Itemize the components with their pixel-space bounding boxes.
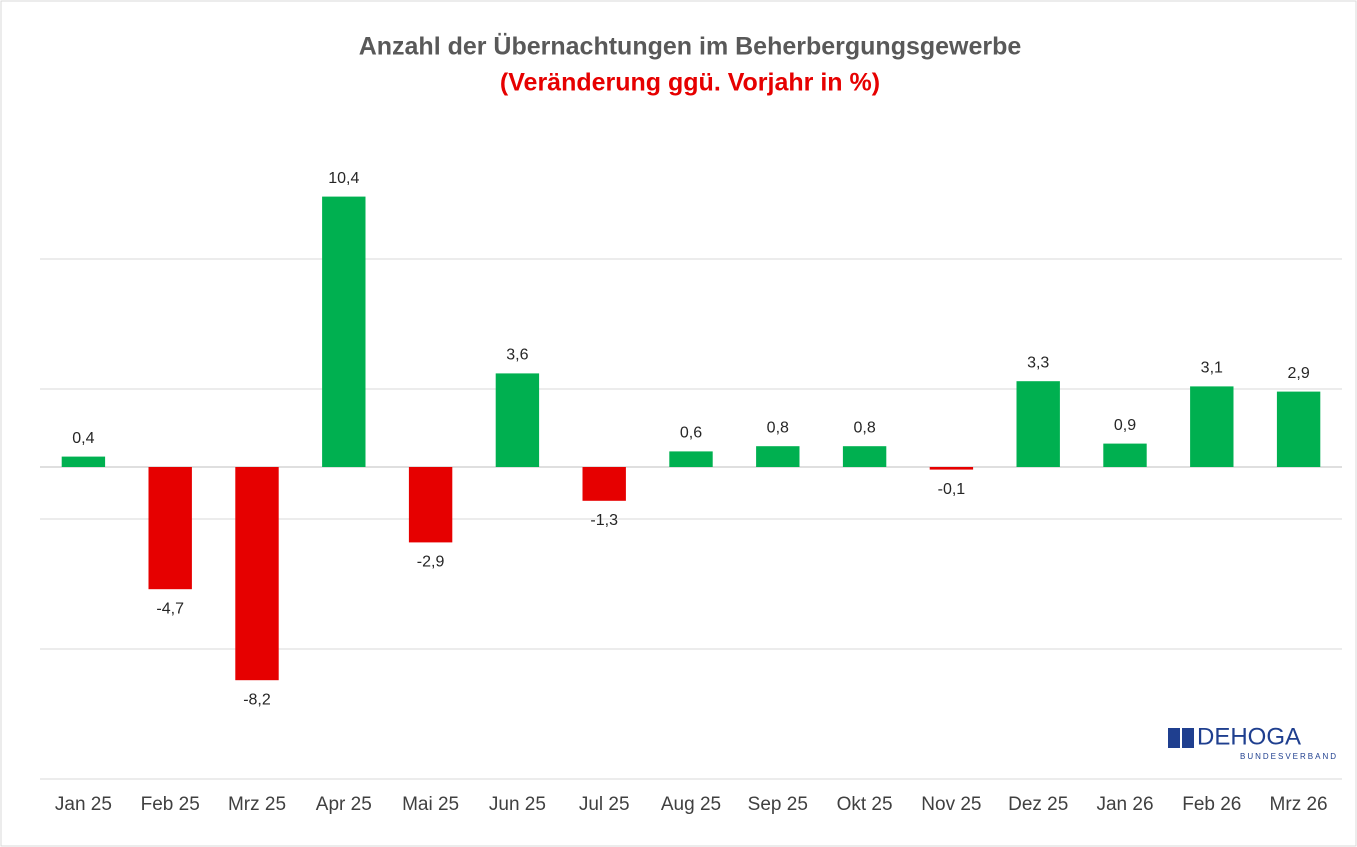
value-label: 0,4: [72, 430, 94, 447]
bar: [756, 446, 800, 467]
x-tick-label: Jan 26: [1096, 794, 1153, 815]
x-tick-label: Okt 25: [837, 794, 893, 815]
x-tick-label: Aug 25: [661, 794, 721, 815]
logo-icon: [1182, 728, 1194, 748]
value-label: 3,1: [1201, 360, 1223, 377]
x-tick-label: Jan 25: [55, 794, 112, 815]
x-tick-label: Jul 25: [579, 794, 630, 815]
logo-icon: [1168, 728, 1180, 748]
value-label: 0,9: [1114, 417, 1136, 434]
bar: [1016, 381, 1060, 467]
value-label: 2,9: [1287, 365, 1309, 382]
value-label: 3,6: [506, 347, 528, 364]
x-tick-label: Mai 25: [402, 794, 459, 815]
logo-tagline: BUNDESVERBAND: [1240, 752, 1338, 761]
x-tick-label: Dez 25: [1008, 794, 1068, 815]
bar: [929, 467, 974, 470]
bar: [582, 467, 626, 501]
x-tick-label: Mrz 25: [228, 794, 286, 815]
bar: [322, 196, 366, 467]
bar: [61, 456, 106, 467]
x-tick-label: Feb 25: [141, 794, 200, 815]
value-label: -8,2: [243, 691, 271, 708]
x-tick-label: Sep 25: [748, 794, 808, 815]
bar: [408, 467, 453, 543]
value-label: -0,1: [938, 481, 966, 498]
bar: [842, 446, 887, 467]
value-label: -1,3: [590, 512, 618, 529]
x-tick-label: Apr 25: [316, 794, 372, 815]
logo-name: DEHOGA: [1197, 723, 1301, 750]
bar: [669, 451, 713, 467]
x-tick-label: Jun 25: [489, 794, 546, 815]
value-label: -2,9: [417, 554, 445, 571]
x-tick-label: Feb 26: [1182, 794, 1241, 815]
bar: [235, 467, 279, 681]
value-label: -4,7: [156, 600, 184, 617]
value-label: 0,8: [767, 419, 789, 436]
x-tick-label: Nov 25: [921, 794, 981, 815]
bar: [1103, 443, 1147, 467]
logo: DEHOGA BUNDESVERBAND: [1168, 723, 1338, 761]
value-label: 0,6: [680, 425, 702, 442]
x-tick-label: Mrz 26: [1270, 794, 1328, 815]
chart-subtitle: (Veränderung ggü. Vorjahr in %): [500, 69, 880, 97]
value-label: 0,8: [853, 419, 875, 436]
value-label: 3,3: [1027, 354, 1049, 371]
bar: [148, 467, 192, 590]
chart-title: Anzahl der Übernachtungen im Beherbergun…: [359, 32, 1022, 61]
bar: [1190, 386, 1234, 467]
bar: [495, 373, 540, 467]
bar: [1276, 391, 1321, 467]
value-label: 10,4: [328, 170, 359, 187]
